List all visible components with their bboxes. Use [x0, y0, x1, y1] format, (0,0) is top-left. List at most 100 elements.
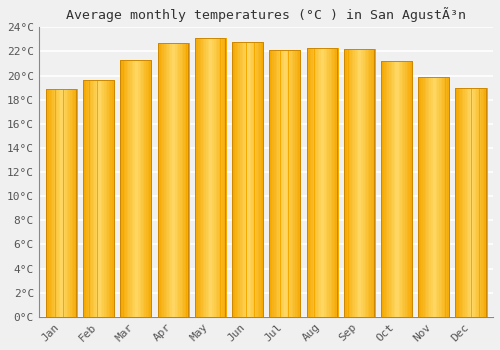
Bar: [312, 48, 313, 317]
Bar: [270, 50, 300, 317]
Bar: [122, 60, 124, 317]
Bar: [350, 49, 352, 317]
Bar: [320, 48, 321, 317]
Bar: [371, 49, 372, 317]
Bar: [169, 43, 170, 317]
Bar: [159, 43, 160, 317]
Bar: [196, 38, 198, 317]
Bar: [456, 88, 457, 317]
Bar: [464, 88, 465, 317]
Bar: [206, 38, 208, 317]
Bar: [180, 43, 182, 317]
Bar: [120, 60, 122, 317]
Bar: [146, 60, 148, 317]
Bar: [410, 61, 412, 317]
Bar: [218, 38, 219, 317]
Bar: [98, 80, 99, 317]
Bar: [270, 50, 300, 317]
Bar: [474, 88, 476, 317]
Bar: [318, 48, 320, 317]
Bar: [423, 77, 424, 317]
Bar: [158, 43, 159, 317]
Bar: [313, 48, 314, 317]
Bar: [272, 50, 274, 317]
Bar: [174, 43, 175, 317]
Bar: [279, 50, 280, 317]
Bar: [178, 43, 180, 317]
Bar: [478, 88, 480, 317]
Bar: [381, 61, 382, 317]
Bar: [220, 38, 222, 317]
Bar: [219, 38, 220, 317]
Bar: [480, 88, 481, 317]
Bar: [182, 43, 183, 317]
Bar: [354, 49, 355, 317]
Bar: [422, 77, 423, 317]
Bar: [355, 49, 356, 317]
Bar: [278, 50, 279, 317]
Bar: [258, 42, 260, 317]
Bar: [236, 42, 237, 317]
Bar: [238, 42, 240, 317]
Bar: [68, 89, 70, 317]
Bar: [208, 38, 209, 317]
Bar: [329, 48, 330, 317]
Bar: [381, 61, 412, 317]
Bar: [125, 60, 126, 317]
Bar: [90, 80, 91, 317]
Bar: [222, 38, 224, 317]
Bar: [184, 43, 185, 317]
Bar: [466, 88, 468, 317]
Bar: [363, 49, 364, 317]
Bar: [93, 80, 94, 317]
Bar: [114, 80, 115, 317]
Bar: [426, 77, 428, 317]
Bar: [104, 80, 106, 317]
Bar: [370, 49, 371, 317]
Bar: [306, 48, 337, 317]
Bar: [91, 80, 92, 317]
Bar: [322, 48, 324, 317]
Bar: [352, 49, 354, 317]
Bar: [133, 60, 134, 317]
Bar: [101, 80, 102, 317]
Bar: [483, 88, 484, 317]
Bar: [141, 60, 143, 317]
Bar: [248, 42, 250, 317]
Bar: [58, 89, 60, 317]
Bar: [224, 38, 226, 317]
Bar: [484, 88, 486, 317]
Bar: [253, 42, 254, 317]
Bar: [151, 60, 152, 317]
Bar: [166, 43, 167, 317]
Bar: [372, 49, 374, 317]
Bar: [292, 50, 294, 317]
Bar: [76, 89, 78, 317]
Bar: [381, 61, 412, 317]
Bar: [107, 80, 108, 317]
Bar: [384, 61, 386, 317]
Bar: [170, 43, 172, 317]
Bar: [254, 42, 256, 317]
Bar: [436, 77, 438, 317]
Bar: [136, 60, 138, 317]
Bar: [234, 42, 235, 317]
Bar: [200, 38, 201, 317]
Bar: [127, 60, 128, 317]
Bar: [250, 42, 252, 317]
Bar: [392, 61, 394, 317]
Bar: [232, 42, 262, 317]
Bar: [232, 42, 234, 317]
Bar: [110, 80, 112, 317]
Bar: [296, 50, 298, 317]
Bar: [334, 48, 336, 317]
Bar: [150, 60, 151, 317]
Bar: [226, 38, 227, 317]
Bar: [424, 77, 426, 317]
Bar: [314, 48, 316, 317]
Bar: [262, 42, 264, 317]
Bar: [298, 50, 300, 317]
Bar: [212, 38, 214, 317]
Bar: [326, 48, 328, 317]
Bar: [261, 42, 262, 317]
